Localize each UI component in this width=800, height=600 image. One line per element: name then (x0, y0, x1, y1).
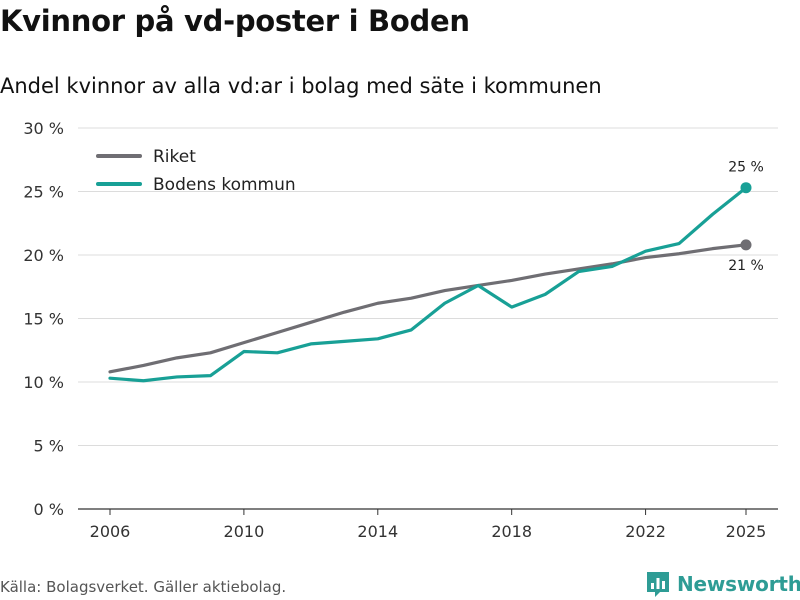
y-tick-label: 25 % (23, 183, 64, 202)
end-point-riket (740, 239, 752, 251)
chart-subtitle: Andel kvinnor av alla vd:ar i bolag med … (0, 74, 602, 98)
x-tick-label: 2014 (357, 522, 398, 541)
newsworthy-logo-icon (647, 572, 669, 597)
x-tick-label: 2025 (726, 522, 767, 541)
end-value-label: 21 % (728, 258, 764, 274)
gridlines (78, 127, 778, 510)
y-tick-label: 20 % (23, 246, 64, 265)
legend-label: Bodens kommun (153, 175, 296, 195)
x-tick-label: 2022 (625, 522, 666, 541)
end-value-label: 25 % (728, 160, 764, 176)
x-tick-label: 2010 (224, 522, 265, 541)
y-tick-label: 0 % (34, 500, 64, 519)
series-lines (108, 182, 752, 383)
x-tick-label: 2018 (491, 522, 532, 541)
brand-name: Newsworthy (677, 572, 800, 596)
end-labels: 25 % 21 % (728, 160, 764, 274)
legend-label: Riket (153, 147, 196, 167)
x-tick-label: 2006 (90, 522, 131, 541)
source-note: Källa: Bolagsverket. Gäller aktiebolag. (0, 578, 287, 596)
axes: 0 % 5 % 10 % 15 % 20 % 25 % 30 % 2006 2010 2014 20… (23, 119, 766, 541)
chart-title: Kvinnor på vd-poster i Boden (0, 4, 470, 38)
brand-logo[interactable]: Newsworthy (645, 570, 800, 598)
end-point-bodens-kommun (740, 182, 752, 194)
legend: Riket Bodens kommun (96, 147, 296, 195)
series-line-bodens-kommun (108, 186, 748, 383)
y-tick-label: 10 % (23, 373, 64, 392)
y-tick-label: 5 % (34, 437, 64, 456)
y-tick-label: 30 % (23, 119, 64, 138)
y-tick-label: 15 % (23, 310, 64, 329)
series-line-riket (108, 243, 748, 374)
